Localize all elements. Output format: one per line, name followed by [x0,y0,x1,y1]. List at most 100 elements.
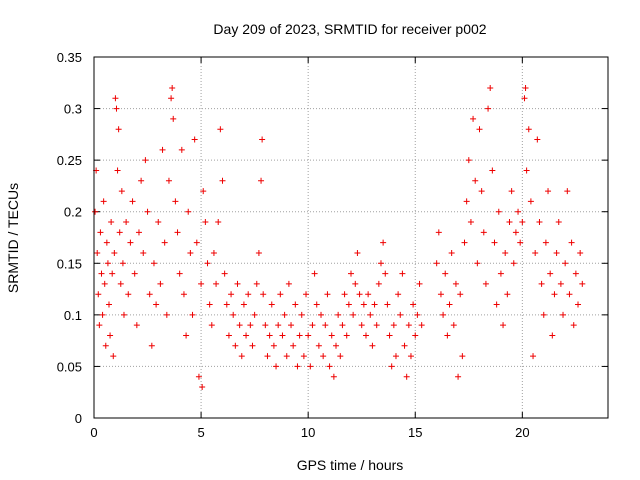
data-point [298,311,305,318]
data-point [99,311,106,318]
data-point [508,188,515,195]
data-point [536,219,543,226]
data-point [566,291,573,298]
data-point [534,136,541,143]
data-point [189,311,196,318]
data-point [104,260,111,267]
data-point [290,342,297,349]
data-point [232,342,239,349]
data-point [412,332,419,339]
data-point [444,332,451,339]
data-point [474,260,481,267]
data-point [551,291,558,298]
data-point [512,229,519,236]
data-point [268,301,275,308]
data-point [213,280,220,287]
data-point [303,291,310,298]
data-point [352,280,359,287]
data-point [320,353,327,360]
data-point [350,311,357,318]
data-point [159,146,166,153]
data-point [292,301,299,308]
x-axis-tick-labels: 0 5 10 15 20 [90,425,529,440]
data-point [113,105,120,112]
data-point [433,260,440,267]
data-point [485,105,492,112]
data-point [230,311,237,318]
y-tick-label: 0.05 [57,359,82,374]
data-point [176,270,183,277]
data-point [457,291,464,298]
data-point [219,177,226,184]
data-point [135,229,142,236]
data-point [326,363,333,370]
data-point [155,219,162,226]
data-point [487,84,494,91]
data-point [337,353,344,360]
data-point [375,280,382,287]
data-point [367,311,374,318]
data-point [491,239,498,246]
data-point [277,291,284,298]
data-point [527,198,534,205]
data-point [523,167,530,174]
data-point [555,219,562,226]
data-point [405,322,412,329]
data-point [264,353,271,360]
data-point [243,332,250,339]
data-point [163,311,170,318]
data-point [418,322,425,329]
data-point [94,249,101,256]
data-point [373,322,380,329]
axis-ticks [93,56,608,419]
data-point [157,280,164,287]
x-tick-label: 0 [90,425,97,440]
data-point [522,84,529,91]
data-point [202,219,209,226]
data-point [532,249,539,256]
data-point [208,322,215,329]
data-point [294,363,301,370]
data-point [95,291,102,298]
data-point [568,239,575,246]
y-tick-label: 0 [75,411,82,426]
data-point [502,249,509,256]
data-point [183,332,190,339]
data-point [247,322,254,329]
data-point [440,311,447,318]
data-point [123,219,130,226]
data-point [358,322,365,329]
data-point [168,95,175,102]
data-point [360,301,367,308]
data-point [328,332,335,339]
data-point [435,229,442,236]
data-point [305,332,312,339]
data-point [354,249,361,256]
data-points [92,84,586,391]
data-point [275,322,282,329]
data-point [461,239,468,246]
x-tick-label: 15 [408,425,422,440]
y-tick-label: 0.2 [64,205,82,220]
data-point [407,353,414,360]
data-point [564,188,571,195]
data-point [204,260,211,267]
data-point [341,291,348,298]
data-point [403,373,410,380]
data-point [414,311,421,318]
data-point [133,322,140,329]
data-point [446,301,453,308]
data-point [114,167,121,174]
data-point [386,332,393,339]
data-point [199,384,206,391]
data-point [339,322,346,329]
data-point [380,239,387,246]
data-point [100,198,107,205]
data-point [210,249,217,256]
data-point [500,322,507,329]
data-point [547,270,554,277]
data-point [178,146,185,153]
data-point [288,322,295,329]
data-point [362,332,369,339]
data-point [506,219,513,226]
